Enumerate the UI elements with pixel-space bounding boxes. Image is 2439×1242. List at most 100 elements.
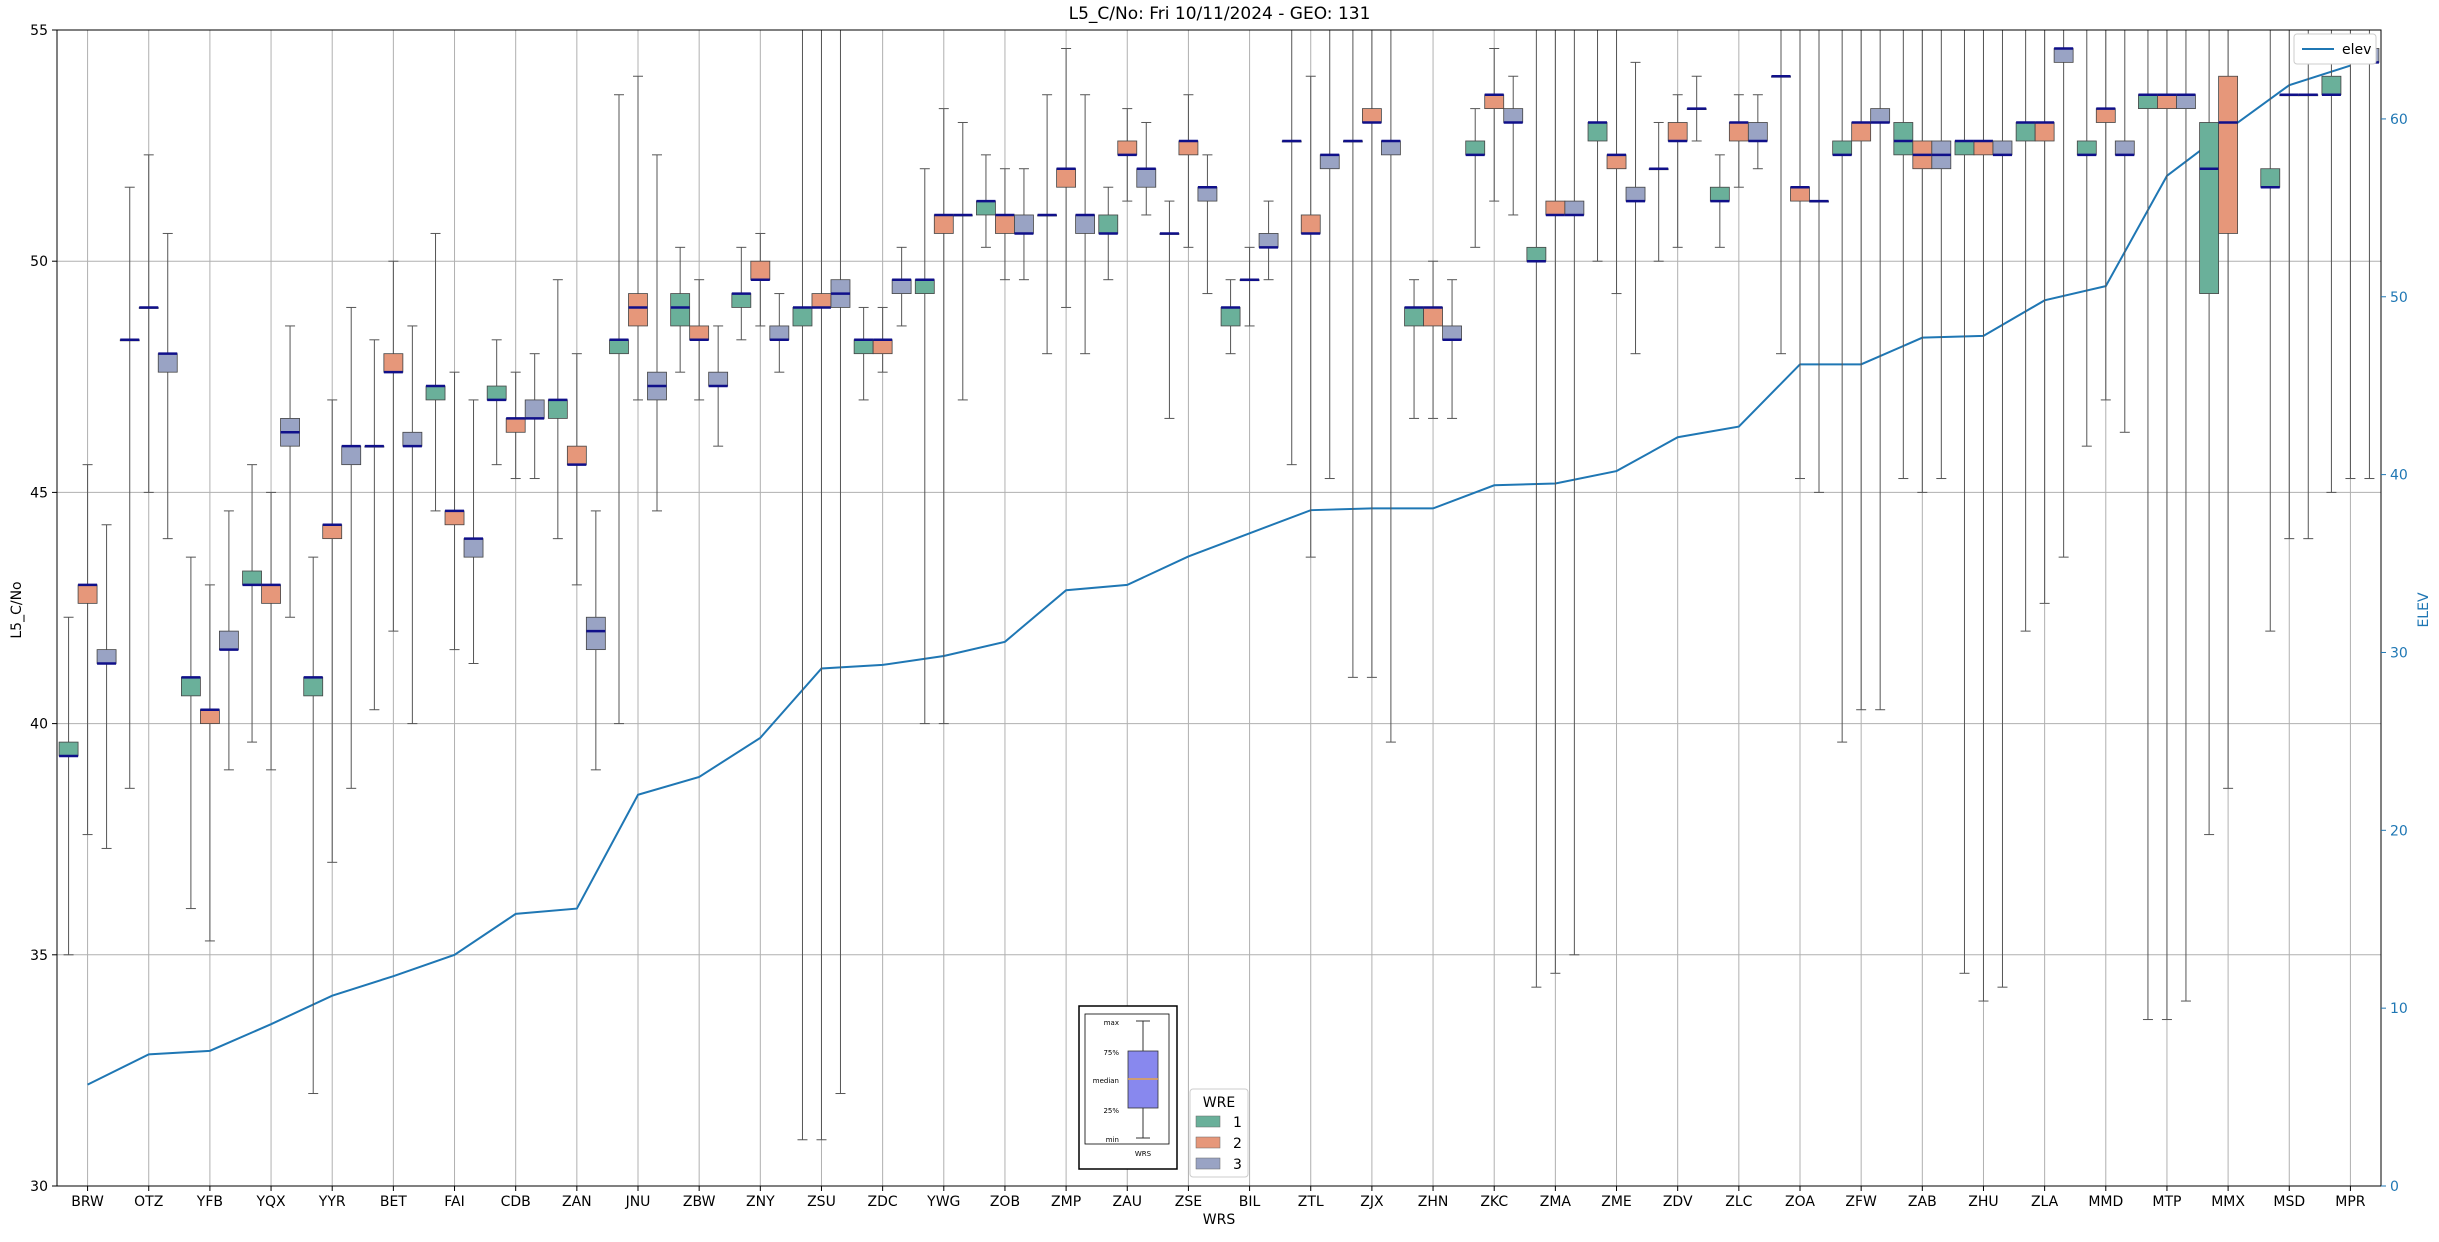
box-ZSE-2 [1178,94,1199,248]
wre-legend-title: WRE [1203,1095,1235,1111]
box-ZBW-3 [708,325,729,447]
box-MMD-3 [2114,29,2135,433]
box-ZKC-2 [1484,47,1505,202]
box-body [261,584,281,604]
box-body [2015,122,2036,142]
box-body [1014,214,1034,234]
x-tick-label: MSD [2273,1194,2305,1210]
box-body [2034,122,2055,142]
box-body [811,293,832,308]
box-body [2176,94,2196,110]
box-JNU-2 [628,75,648,401]
box-MMX-2 [2218,29,2239,789]
box-YYR-2 [322,399,343,863]
box-FAI-3 [463,399,484,664]
box-body [1380,140,1401,156]
y-axis-label: L5_C/No [9,581,25,639]
box-body [1442,325,1462,341]
box-body [1587,122,1608,142]
x-tick-label: ZDC [868,1194,898,1210]
elev-layer [87,64,2351,1086]
x-tick-label: ZJX [1360,1194,1384,1210]
box-ZFW-2 [1851,29,1872,711]
box-YQX-1 [242,464,262,743]
box-ZMA-1 [1526,29,1547,988]
wre-legend-label: 1 [1233,1115,1242,1131]
box-body [58,741,79,757]
x-tick-label: ZHN [1418,1194,1449,1210]
box-CDB-2 [505,371,526,480]
box-ZMP-1 [1037,94,1058,355]
x-tick-label: ZSE [1175,1194,1202,1210]
x-tick-label: MTP [2152,1194,2181,1210]
x-axis-label: WRS [1202,1212,1236,1228]
box-body [976,200,996,216]
box-body [2199,122,2220,294]
box-ZFW-3 [1870,29,1891,711]
wre-legend-label: 3 [1233,1157,1242,1173]
box-body [1319,154,1340,170]
box-ZHN-2 [1423,260,1443,419]
wre-legend-label: 2 [1233,1136,1242,1152]
box-MSD-3 [2298,29,2319,540]
wre-legend-swatch [1195,1157,1221,1170]
wre-legend-swatch [1195,1115,1221,1128]
box-body [2114,140,2135,156]
y-tick-label: 35 [30,948,48,964]
elev-legend-label: elev [2342,42,2371,58]
box-body [524,399,545,419]
box-MMX-1 [2199,29,2220,836]
box-YFB-1 [180,556,201,910]
box-body [341,445,362,466]
box-MMD-2 [2095,29,2116,401]
box-body [77,584,98,604]
inset-key-axes [1084,1013,1170,1145]
box-ZHN-3 [1442,279,1462,419]
box-ZOB-1 [976,154,996,248]
box-BET-2 [383,260,404,632]
box-body [769,325,790,341]
legend-layer: elev max 75% median 25% min WRS WRE 1 2 3 [1078,33,2377,1178]
box-body [670,293,691,327]
box-ZME-3 [1625,61,1646,355]
box-YFB-2 [199,584,220,942]
inset-key-label: min [1106,1136,1119,1144]
y2-tick-label: 30 [2390,645,2408,661]
box-body [708,371,729,387]
box-ZJX-1 [1342,29,1363,678]
box-body [2157,94,2177,110]
box-MTP-2 [2157,29,2177,1021]
box-body [180,676,201,697]
box-body [1361,108,1382,123]
x-tick-label: ZMP [1051,1194,1081,1210]
box-ZMA-3 [1564,29,1585,956]
box-ZDC-2 [872,306,893,373]
box-ZAN-1 [547,279,568,540]
x-tick-label: OTZ [134,1194,163,1210]
box-body [1220,307,1241,327]
box-ZAB-3 [1931,29,1952,480]
box-FAI-2 [444,371,465,651]
box-body [566,445,587,466]
y2-tick-label: 0 [2390,1179,2399,1195]
wre-legend-swatch [1195,1136,1221,1149]
box-body [1136,168,1157,188]
box-ZAB-1 [1893,29,1914,480]
box-ZHU-3 [1992,29,2013,988]
box-body [750,260,771,281]
x-tick-label: BIL [1239,1194,1261,1210]
box-body [1545,200,1566,216]
box-ZFW-1 [1832,29,1853,743]
box-YWG-2 [933,108,954,725]
inset-key-label: max [1104,1019,1119,1027]
x-tick-label: ZAN [562,1194,592,1210]
box-MTP-1 [2138,29,2158,1021]
x-tick-label: CDB [501,1194,531,1210]
box-body [2095,108,2116,123]
box-YWG-1 [914,168,935,725]
x-tick-label: FAI [444,1194,464,1210]
box-body [157,353,178,373]
box-body [2138,94,2158,110]
box-ZAN-2 [566,353,587,586]
y-tick-label: 30 [30,1179,48,1195]
